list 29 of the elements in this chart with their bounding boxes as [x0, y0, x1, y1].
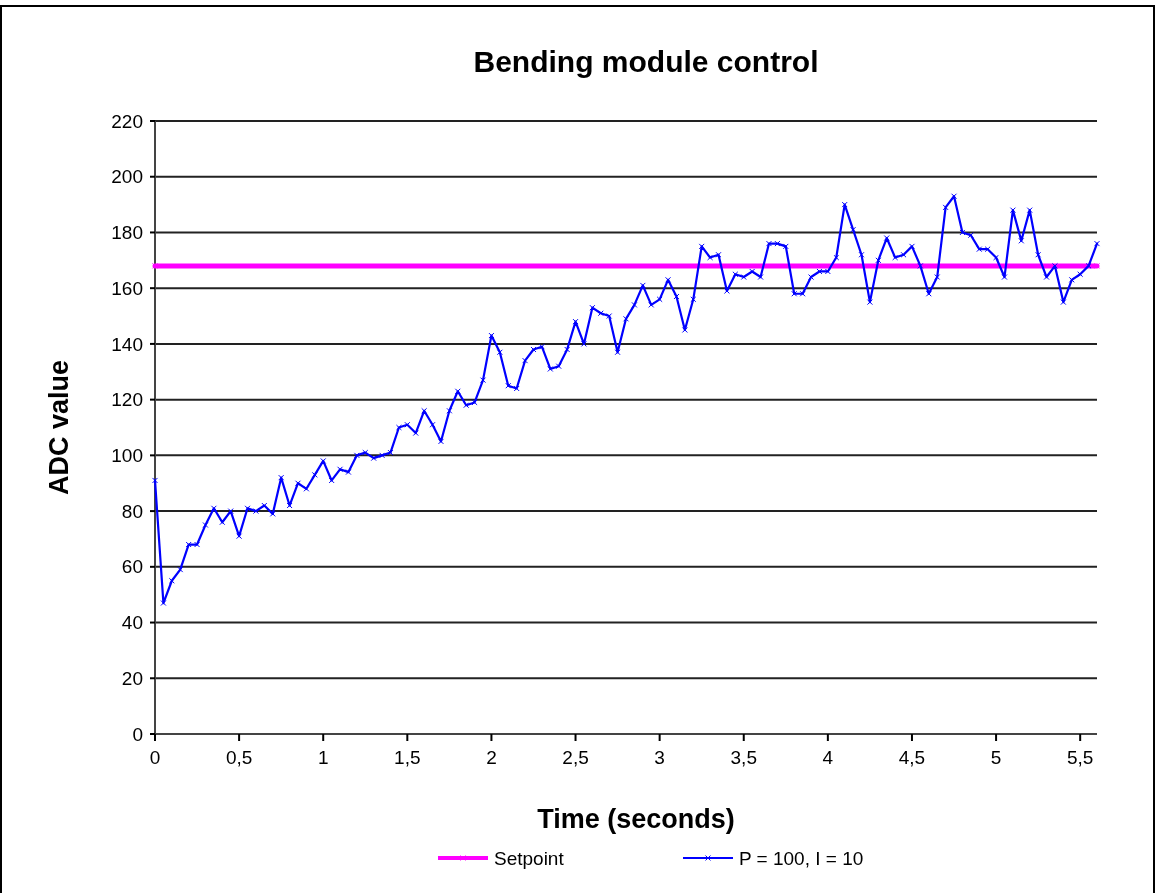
y-tick-label: 0 [132, 723, 143, 745]
y-tick-label: 140 [111, 333, 143, 355]
x-tick-label: 3,5 [730, 747, 757, 768]
y-tick-label: 160 [111, 277, 143, 299]
y-tick-label: 40 [121, 612, 143, 634]
y-tick-label: 20 [121, 667, 143, 689]
x-tick-label: 5 [990, 747, 1002, 768]
x-axis-title: Time (seconds) [537, 804, 735, 834]
y-tick-label: 200 [111, 166, 143, 188]
y-tick-label: 60 [121, 556, 143, 578]
y-tick-label: 80 [121, 500, 143, 522]
x-tick-label: 0,5 [225, 747, 253, 768]
x-tick-label: 2 [486, 747, 497, 768]
y-tick-label: 220 [111, 110, 143, 132]
y-tick-label: 120 [111, 389, 143, 411]
x-tick-label: 5,5 [1066, 747, 1094, 768]
x-tick-label: 1,5 [394, 747, 421, 768]
x-tick-label: 4,5 [898, 747, 926, 768]
y-tick-label: 180 [111, 222, 143, 244]
legend-label: Setpoint [494, 847, 565, 869]
x-tick-label: 4 [822, 747, 834, 768]
legend-label: P = 100, I = 10 [739, 847, 864, 869]
x-tick-label: 1 [317, 747, 329, 768]
chart-title: Bending module control [473, 45, 819, 78]
x-tick-label: 2,5 [562, 747, 589, 768]
y-tick-label: 100 [111, 445, 143, 467]
x-tick-label: 3 [654, 747, 665, 768]
x-tick-label: 0 [149, 747, 161, 768]
y-axis-title: ADC value [44, 359, 74, 496]
